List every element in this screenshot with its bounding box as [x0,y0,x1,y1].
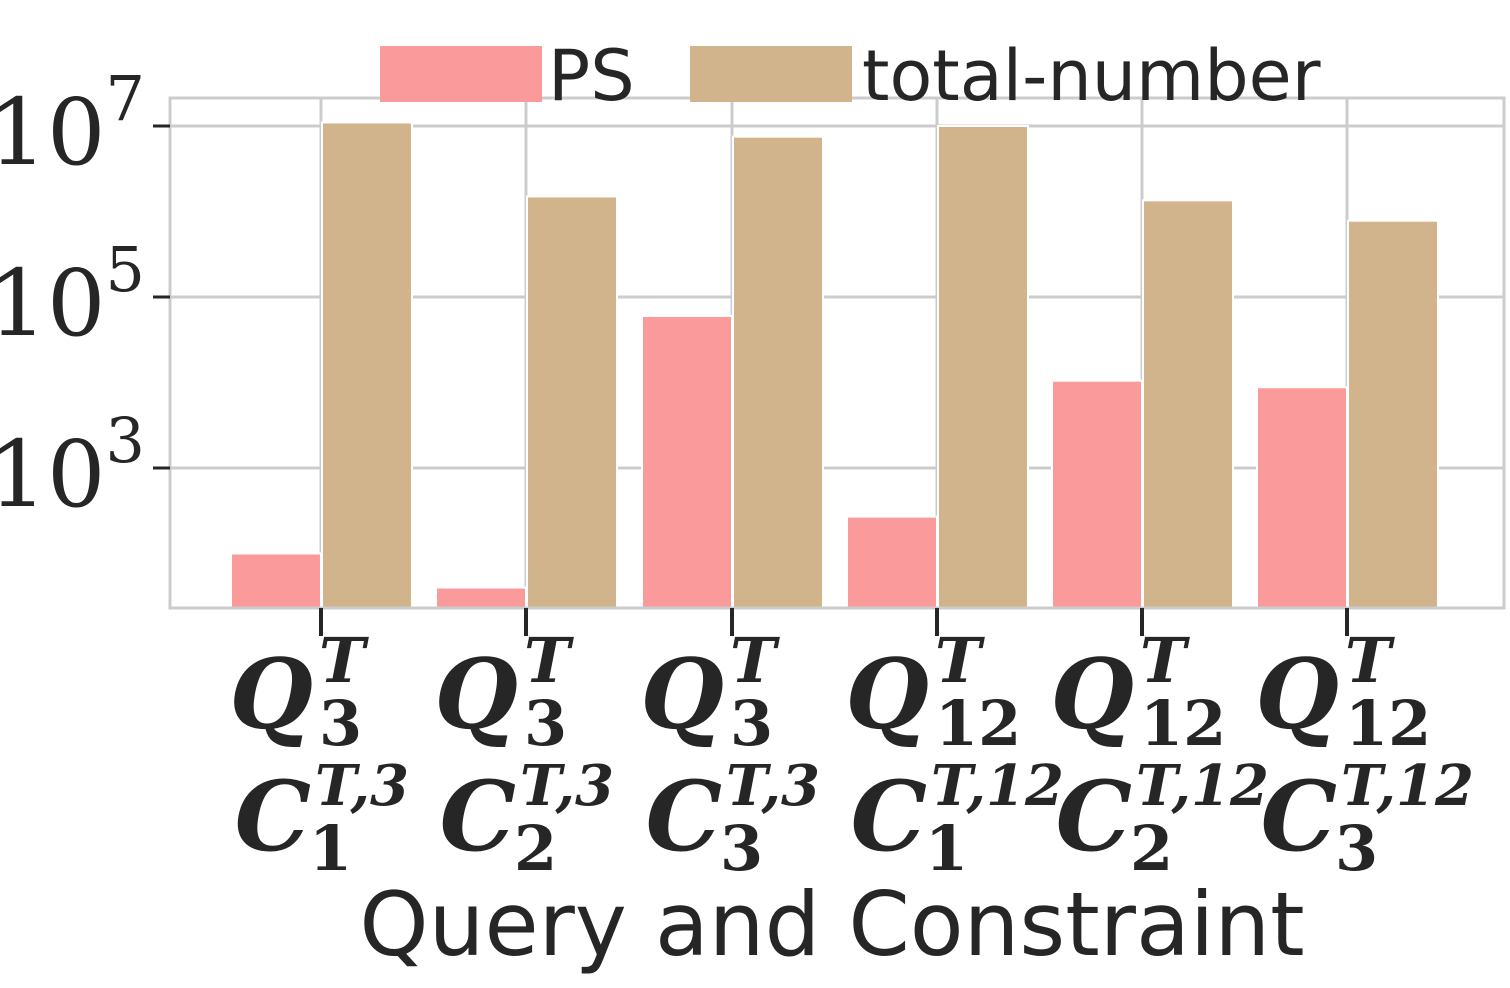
x-tick-query-sub: 3 [524,687,567,760]
legend-label: PS [548,35,635,117]
x-tick-constraint-sub: 1 [309,812,352,885]
x-tick-label: Q T3C T,32 [434,624,614,885]
x-tick-query: Q [1050,638,1134,751]
legend-item-total-number: total-number [690,35,1321,117]
x-tick-query: Q [229,638,313,751]
x-tick-query-sub: 12 [935,687,1021,760]
x-tick-query-sub: 3 [730,687,773,760]
bar-total-number [526,195,618,610]
bars [230,121,1439,610]
bar-total-number [732,135,824,610]
x-tick-query-sup: T [319,624,369,697]
x-tick-constraint-sup: T,3 [726,753,820,819]
x-tick-constraint: C [646,760,722,873]
x-tick-constraint: C [235,760,311,873]
x-tick-constraint: C [440,760,516,873]
x-tick-label: Q T3C T,33 [640,624,820,885]
x-tick-query-sup: T [935,624,985,697]
bar-ps [846,515,938,610]
x-tick-constraint-sup: T,12 [1341,753,1474,819]
x-tick-query-sub: 12 [1345,687,1431,760]
x-tick-query: Q [434,638,518,751]
x-tick-constraint-sub: 1 [925,812,968,885]
bar-total-number [937,125,1029,609]
bar-ps [435,586,527,609]
x-tick-constraint-sub: 3 [1335,812,1378,885]
bar-ps [641,314,733,609]
x-tick-constraint-sup: T,12 [931,753,1064,819]
x-tick-query-sub: 12 [1140,687,1226,760]
bar-total-number [1347,219,1439,609]
y-tick-label: 103 [0,404,145,528]
bar-ps [1256,386,1348,609]
legend-item-ps: PS [380,35,635,117]
x-tick-query: Q [640,638,724,751]
bar-ps [230,552,322,609]
x-tick-constraint: C [851,760,927,873]
x-tick-label: Q T3C T,31 [229,624,409,885]
legend-swatch [380,46,542,102]
legend: PS total-number [380,35,1321,117]
x-tick-constraint-sub: 3 [720,812,763,885]
x-tick-constraint-sub: 2 [514,812,557,885]
x-tick-constraint-sup: T,3 [315,753,409,819]
x-tick-constraint-sup: T,3 [520,753,614,819]
legend-label: total-number [862,35,1321,117]
x-tick-query-sup: T [524,624,574,697]
bar-total-number [321,121,413,609]
x-tick-query-sub: 3 [319,687,362,760]
y-tick-label: 105 [0,233,145,357]
x-tick-constraint-sup: T,12 [1136,753,1269,819]
x-tick-query-sup: T [730,624,780,697]
x-tick-constraint-sub: 2 [1130,812,1173,885]
x-tick-query: Q [1255,638,1339,751]
legend-swatch [690,46,852,102]
x-tick-constraint: C [1056,760,1132,873]
y-tick-label: 107 [0,62,145,186]
bar-total-number [1142,199,1234,609]
x-tick-query: Q [845,638,929,751]
x-tick-constraint: C [1261,760,1337,873]
x-tick-query-sup: T [1140,624,1190,697]
y-axis: 103 105 107 [0,62,170,528]
x-axis-label: Query and Constraint [359,873,1304,976]
x-tick-query-sup: T [1345,624,1395,697]
bar-ps [1051,379,1143,610]
